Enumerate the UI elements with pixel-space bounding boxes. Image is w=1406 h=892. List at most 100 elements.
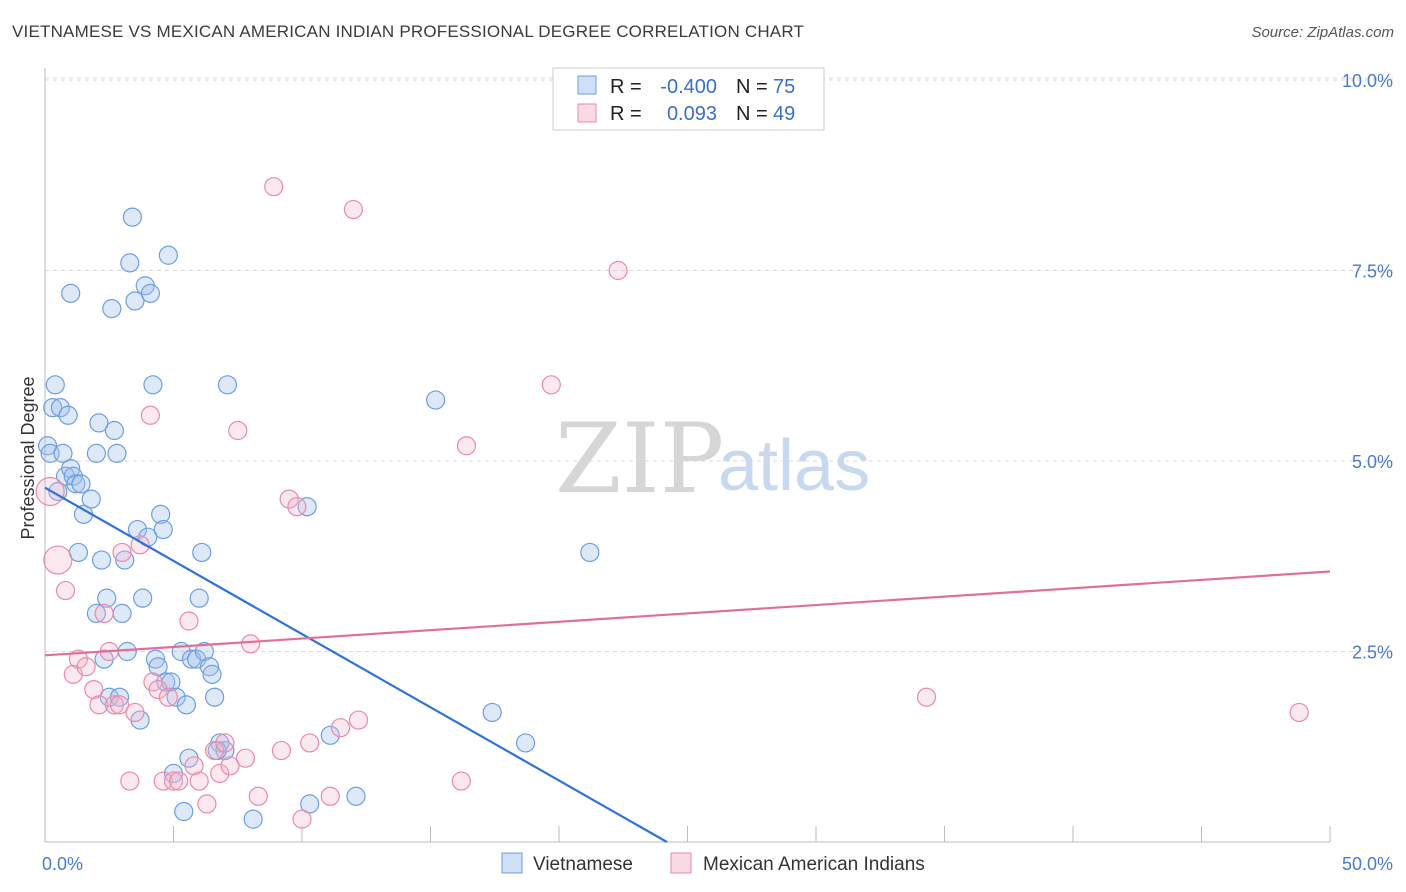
data-point (158, 245, 178, 265)
data-point (228, 420, 248, 441)
data-point (220, 756, 240, 776)
trend-line (44, 486, 668, 843)
data-point (45, 375, 65, 395)
legend-r-value-2: 0.093 (667, 103, 717, 125)
data-point (94, 603, 114, 624)
data-point (916, 687, 937, 707)
watermark: ZIP atlas (555, 403, 870, 515)
data-point (279, 489, 299, 509)
data-point (86, 603, 107, 624)
legend-n-label-2: N = (736, 103, 768, 125)
data-point (287, 497, 307, 517)
gridlines (45, 77, 1393, 652)
data-point (112, 603, 132, 624)
data-point (125, 291, 145, 311)
data-point (264, 177, 284, 197)
data-point (271, 740, 292, 761)
data-point (102, 299, 122, 319)
data-point (125, 702, 145, 723)
data-point (148, 657, 168, 677)
data-point (300, 733, 320, 753)
chart-title: VIETNAMESE VS MEXICAN AMERICAN INDIAN PR… (12, 22, 805, 41)
data-point (115, 550, 135, 570)
data-point (148, 679, 168, 700)
data-point (71, 474, 91, 494)
data-point (608, 260, 628, 281)
data-point (112, 542, 132, 563)
data-point (61, 459, 81, 479)
data-point (189, 771, 209, 791)
data-point (68, 649, 89, 669)
data-point (50, 398, 71, 418)
data-point (43, 398, 63, 418)
data-point (197, 794, 217, 814)
data-point (179, 611, 199, 631)
data-point (53, 443, 73, 463)
series-legend-swatch-vietnamese (501, 852, 523, 874)
data-point (81, 489, 101, 509)
data-point (320, 725, 340, 745)
data-point (330, 718, 351, 738)
data-point (140, 283, 160, 303)
data-point (243, 809, 263, 829)
data-point (166, 687, 186, 707)
trend-line (44, 570, 1331, 657)
data-point (192, 542, 212, 563)
data-point (451, 771, 471, 791)
legend-r-label-1: R = (610, 76, 642, 98)
data-point (541, 375, 561, 395)
data-point (91, 550, 112, 570)
data-point (184, 756, 204, 776)
data-point (482, 702, 502, 723)
data-point (205, 687, 225, 707)
data-point (63, 466, 83, 486)
data-point (133, 588, 153, 608)
data-point (199, 657, 220, 677)
y-tick-label: 2.5% (1352, 643, 1393, 663)
data-point (43, 545, 73, 575)
y-tick-label: 10.0% (1342, 71, 1393, 91)
data-point (122, 207, 142, 227)
data-point (346, 786, 366, 806)
legend-r-label-2: R = (610, 103, 642, 125)
data-point (109, 695, 130, 715)
data-point (343, 199, 363, 220)
data-point (515, 733, 536, 753)
data-point (205, 740, 225, 761)
legend-swatch-mexican-american-indians (577, 103, 597, 123)
data-point (58, 405, 78, 425)
data-point (66, 474, 86, 494)
data-point (456, 436, 477, 456)
data-point (174, 801, 194, 822)
data-point (194, 641, 214, 662)
data-point (158, 687, 178, 707)
data-point (107, 443, 127, 463)
data-point (189, 588, 209, 608)
data-point (61, 283, 81, 303)
legend-swatch-vietnamese (577, 75, 597, 95)
data-point (248, 786, 268, 806)
legend-n-value-1: 75 (773, 76, 795, 98)
data-point (426, 390, 446, 410)
data-point (97, 588, 117, 608)
series-vietnamese-points (37, 207, 600, 829)
data-point (176, 695, 196, 715)
data-point (37, 436, 58, 456)
y-tick-label: 5.0% (1352, 452, 1393, 472)
data-point (297, 497, 317, 517)
data-point (145, 649, 166, 669)
data-point (169, 771, 189, 791)
data-point (140, 405, 160, 425)
data-point (48, 481, 68, 502)
correlation-legend: R = -0.400 N = 75 R = 0.093 N = 49 (552, 67, 825, 131)
data-point (235, 748, 256, 768)
y-tick-label: 7.5% (1352, 262, 1393, 282)
series-legend: Vietnamese Mexican American Indians (501, 852, 925, 875)
watermark-zip: ZIP (555, 403, 724, 515)
data-point (202, 664, 222, 684)
x-axis-ticks (173, 826, 1331, 842)
data-point (76, 657, 96, 677)
data-point (210, 763, 230, 784)
legend-r-value-1: -0.400 (660, 76, 717, 98)
data-point (215, 733, 235, 753)
